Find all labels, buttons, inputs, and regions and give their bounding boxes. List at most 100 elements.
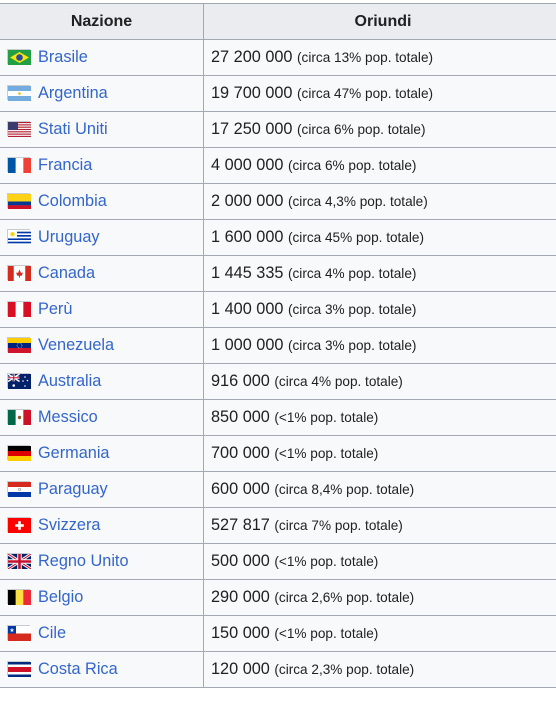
country-cell: Svizzera xyxy=(0,507,204,544)
oriundi-value: 850 000 xyxy=(211,408,270,426)
country-cell: Canada xyxy=(0,255,204,292)
oriundi-cell: 120 000 (circa 2,3% pop. totale) xyxy=(203,651,556,688)
country-link[interactable]: Francia xyxy=(38,156,93,174)
country-link[interactable]: Argentina xyxy=(38,84,108,102)
uk-flag-icon xyxy=(7,553,31,569)
population-share-note: (<1% pop. totale) xyxy=(274,410,379,425)
country-cell: Cile xyxy=(0,615,204,652)
oriundi-cell: 150 000 (<1% pop. totale) xyxy=(203,615,556,652)
population-share-note: (circa 2,3% pop. totale) xyxy=(274,662,415,677)
country-link[interactable]: Venezuela xyxy=(38,336,115,354)
country-link[interactable]: Messico xyxy=(38,408,98,426)
country-cell: Francia xyxy=(0,147,204,184)
country-cell: Costa Rica xyxy=(0,651,204,688)
country-cell: Perù xyxy=(0,291,204,328)
country-link[interactable]: Belgio xyxy=(38,588,84,606)
country-link[interactable]: Svizzera xyxy=(38,516,101,534)
oriundi-cell: 500 000 (<1% pop. totale) xyxy=(203,543,556,580)
population-share-note: (circa 7% pop. totale) xyxy=(274,518,403,533)
belgium-flag-icon xyxy=(7,589,31,605)
population-share-note: (circa 13% pop. totale) xyxy=(297,50,434,65)
usa-flag-icon xyxy=(7,121,31,137)
population-share-note: (<1% pop. totale) xyxy=(274,626,379,641)
table-row: Svizzera 527 817 (circa 7% pop. totale) xyxy=(0,507,556,544)
country-cell: Germania xyxy=(0,435,204,472)
country-link[interactable]: Regno Unito xyxy=(38,552,129,570)
table-row: Paraguay 600 000 (circa 8,4% pop. totale) xyxy=(0,471,556,508)
table-row: Regno Unito 500 000 (<1% pop. totale) xyxy=(0,543,556,580)
country-link[interactable]: Canada xyxy=(38,264,96,282)
population-share-note: (circa 3% pop. totale) xyxy=(287,338,417,353)
table-row: Costa Rica 120 000 (circa 2,3% pop. total… xyxy=(0,651,556,688)
table-row: Stati Uniti 17 250 000 (circa 6% pop. tot… xyxy=(0,111,556,148)
oriundi-cell: 1 400 000 (circa 3% pop. totale) xyxy=(203,291,556,328)
oriundi-cell: 1 445 335 (circa 4% pop. totale) xyxy=(203,255,556,292)
oriundi-value: 1 445 335 xyxy=(211,264,284,282)
oriundi-cell: 4 000 000 (circa 6% pop. totale) xyxy=(203,147,556,184)
oriundi-value: 1 600 000 xyxy=(211,228,284,246)
oriundi-value: 120 000 xyxy=(211,660,270,678)
table-row: Germania 700 000 (<1% pop. totale) xyxy=(0,435,556,472)
oriundi-value: 500 000 xyxy=(211,552,270,570)
table-row: Colombia 2 000 000 (circa 4,3% pop. total… xyxy=(0,183,556,220)
header-nazione: Nazione xyxy=(0,3,204,40)
country-cell: Colombia xyxy=(0,183,204,220)
country-link[interactable]: Australia xyxy=(38,372,102,390)
population-share-note: (circa 4% pop. totale) xyxy=(287,266,417,281)
oriundi-cell: 1 600 000 (circa 45% pop. totale) xyxy=(203,219,556,256)
country-link[interactable]: Stati Uniti xyxy=(38,120,108,138)
costa-rica-flag-icon xyxy=(7,661,31,677)
oriundi-cell: 916 000 (circa 4% pop. totale) xyxy=(203,363,556,400)
oriundi-value: 2 000 000 xyxy=(211,192,284,210)
oriundi-cell: 527 817 (circa 7% pop. totale) xyxy=(203,507,556,544)
oriundi-cell: 1 000 000 (circa 3% pop. totale) xyxy=(203,327,556,364)
oriundi-value: 150 000 xyxy=(211,624,270,642)
table-row: Perù 1 400 000 (circa 3% pop. totale) xyxy=(0,291,556,328)
country-link[interactable]: Brasile xyxy=(38,48,88,66)
country-cell: Venezuela xyxy=(0,327,204,364)
switzerland-flag-icon xyxy=(7,517,31,533)
country-cell: Australia xyxy=(0,363,204,400)
oriundi-table: Nazione Oriundi Brasile 27 200 000 (circa… xyxy=(0,3,556,688)
oriundi-value: 19 700 000 xyxy=(211,84,293,102)
peru-flag-icon xyxy=(7,301,31,317)
table-row: Venezuela 1 000 000 (circa 3% pop. totale… xyxy=(0,327,556,364)
chile-flag-icon xyxy=(7,625,31,641)
oriundi-value: 290 000 xyxy=(211,588,270,606)
population-share-note: (circa 6% pop. totale) xyxy=(297,122,426,137)
oriundi-value: 600 000 xyxy=(211,480,270,498)
country-cell: Stati Uniti xyxy=(0,111,204,148)
oriundi-cell: 850 000 (<1% pop. totale) xyxy=(203,399,556,436)
country-cell: Paraguay xyxy=(0,471,204,508)
oriundi-cell: 27 200 000 (circa 13% pop. totale) xyxy=(203,39,556,76)
germany-flag-icon xyxy=(7,445,31,461)
table-row: Cile 150 000 (<1% pop. totale) xyxy=(0,615,556,652)
australia-flag-icon xyxy=(7,373,31,389)
oriundi-value: 700 000 xyxy=(211,444,270,462)
paraguay-flag-icon xyxy=(7,481,31,497)
table-row: Canada 1 445 335 (circa 4% pop. totale) xyxy=(0,255,556,292)
country-link[interactable]: Colombia xyxy=(38,192,107,210)
table-row: Uruguay 1 600 000 (circa 45% pop. totale) xyxy=(0,219,556,256)
country-link[interactable]: Costa Rica xyxy=(38,660,118,678)
header-oriundi: Oriundi xyxy=(203,3,556,40)
table-row: Francia 4 000 000 (circa 6% pop. totale) xyxy=(0,147,556,184)
country-link[interactable]: Paraguay xyxy=(38,480,108,498)
population-share-note: (<1% pop. totale) xyxy=(274,446,379,461)
oriundi-value: 27 200 000 xyxy=(211,48,293,66)
table-row: Brasile 27 200 000 (circa 13% pop. totale… xyxy=(0,39,556,76)
country-link[interactable]: Perù xyxy=(38,300,73,318)
oriundi-cell: 17 250 000 (circa 6% pop. totale) xyxy=(203,111,556,148)
table-row: Argentina 19 700 000 (circa 47% pop. tota… xyxy=(0,75,556,112)
oriundi-value: 17 250 000 xyxy=(211,120,293,138)
country-cell: Argentina xyxy=(0,75,204,112)
brazil-flag-icon xyxy=(7,49,31,65)
country-link[interactable]: Cile xyxy=(38,624,67,642)
country-cell: Brasile xyxy=(0,39,204,76)
country-link[interactable]: Uruguay xyxy=(38,228,100,246)
mexico-flag-icon xyxy=(7,409,31,425)
country-link[interactable]: Germania xyxy=(38,444,110,462)
oriundi-cell: 2 000 000 (circa 4,3% pop. totale) xyxy=(203,183,556,220)
oriundi-value: 1 400 000 xyxy=(211,300,284,318)
table-row: Australia 916 000 (circa 4% pop. totale) xyxy=(0,363,556,400)
